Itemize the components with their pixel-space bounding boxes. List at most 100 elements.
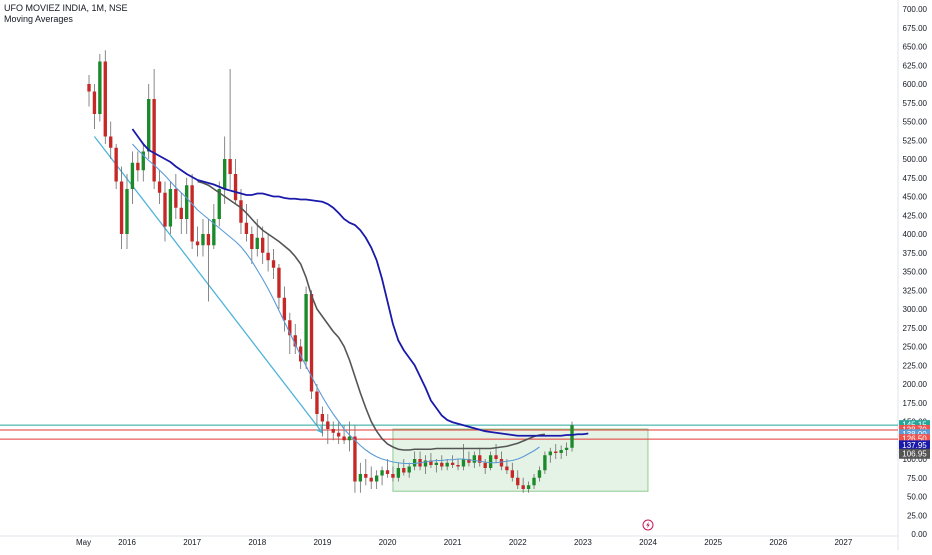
- y-tick-label: 300.00: [903, 305, 928, 314]
- candle: [141, 144, 145, 182]
- price-tag: 137.95: [899, 440, 930, 451]
- candle: [119, 166, 124, 249]
- candle-body: [212, 219, 216, 246]
- candle-body: [315, 391, 319, 414]
- candle-body: [103, 61, 107, 137]
- y-tick-label: 400.00: [903, 230, 928, 239]
- y-tick-label: 550.00: [903, 118, 928, 127]
- candle: [136, 151, 140, 182]
- candle-body: [456, 465, 460, 467]
- candle: [157, 170, 162, 204]
- x-tick-label: 2025: [704, 538, 722, 547]
- candle-body: [483, 462, 487, 468]
- candle-body: [461, 459, 466, 467]
- candle: [271, 249, 276, 279]
- candle-body: [342, 436, 346, 441]
- candle-body: [298, 346, 303, 362]
- candle-body: [195, 241, 200, 246]
- candle-body: [472, 455, 477, 463]
- x-tick-label: 2023: [574, 538, 592, 547]
- candle-body: [141, 151, 145, 171]
- candle-body: [543, 455, 547, 471]
- candle: [223, 136, 227, 204]
- y-tick-label: 250.00: [903, 343, 928, 352]
- candle: [380, 466, 384, 486]
- candle: [467, 451, 471, 467]
- candle: [320, 406, 325, 437]
- price-tag-bg: [899, 440, 930, 451]
- x-tick-label: 2017: [183, 538, 201, 547]
- y-tick-label: 425.00: [903, 211, 928, 220]
- candle: [87, 75, 91, 107]
- candle-body: [347, 436, 352, 441]
- candle-body: [434, 462, 439, 465]
- candle-body: [559, 450, 563, 453]
- x-tick-label: 2021: [444, 538, 462, 547]
- candle-body: [478, 455, 482, 463]
- candle-body: [385, 470, 390, 474]
- candle-body: [353, 436, 357, 482]
- candle: [429, 453, 433, 468]
- candle-body: [255, 237, 259, 249]
- candle-body: [440, 462, 444, 467]
- candle: [152, 69, 156, 189]
- price-tag: 106.95: [899, 448, 930, 459]
- candle: [521, 477, 525, 493]
- candle-body: [532, 477, 536, 486]
- candle: [499, 451, 504, 471]
- candle: [537, 466, 542, 482]
- candle-body: [293, 335, 297, 347]
- candle-body: [429, 460, 433, 465]
- price-tag-value: 106.95: [902, 449, 927, 458]
- candle: [195, 226, 200, 257]
- y-tick-label: 475.00: [903, 174, 928, 183]
- candle: [190, 174, 194, 249]
- candle-body: [217, 189, 221, 219]
- candle-body: [564, 447, 569, 450]
- candle-body: [185, 185, 189, 219]
- candle: [450, 455, 455, 468]
- candle: [201, 219, 205, 257]
- y-tick-label: 275.00: [903, 324, 928, 333]
- lightning-icon[interactable]: [642, 519, 654, 531]
- candle: [174, 174, 178, 219]
- candle: [407, 462, 411, 478]
- candle: [103, 50, 107, 144]
- y-tick-label: 50.00: [907, 493, 928, 502]
- candle: [185, 177, 189, 234]
- candle-body: [445, 462, 449, 467]
- candle: [412, 451, 417, 471]
- candle: [125, 174, 129, 249]
- candle: [147, 84, 151, 159]
- candle-body: [250, 234, 254, 249]
- candle: [374, 470, 379, 489]
- candle-body: [331, 429, 335, 433]
- chart-legend: UFO MOVIEZ INDIA, 1M, NSE Moving Average…: [4, 3, 128, 25]
- candle: [250, 226, 254, 264]
- candle-body: [119, 181, 124, 234]
- y-tick-label: 75.00: [907, 474, 928, 483]
- candle: [396, 462, 401, 482]
- candle-body: [282, 297, 287, 321]
- candle-body: [206, 234, 211, 246]
- candle: [445, 459, 449, 471]
- candle: [282, 286, 287, 332]
- candle: [478, 447, 482, 467]
- candle-body: [168, 189, 173, 227]
- y-tick-label: 525.00: [903, 136, 928, 145]
- candle: [440, 455, 444, 471]
- candle-body: [548, 451, 552, 456]
- price-tag-value: 126.50: [902, 435, 927, 444]
- indicator-label[interactable]: Moving Averages: [4, 14, 73, 24]
- candle: [516, 470, 520, 489]
- candle: [309, 290, 314, 399]
- symbol-title[interactable]: UFO MOVIEZ INDIA, 1M, NSE: [4, 3, 128, 13]
- candle: [168, 181, 173, 234]
- candle: [163, 181, 167, 242]
- x-tick-label: 2016: [118, 538, 136, 547]
- candle-body: [423, 460, 428, 467]
- candle: [114, 144, 118, 189]
- candle-body: [336, 432, 341, 437]
